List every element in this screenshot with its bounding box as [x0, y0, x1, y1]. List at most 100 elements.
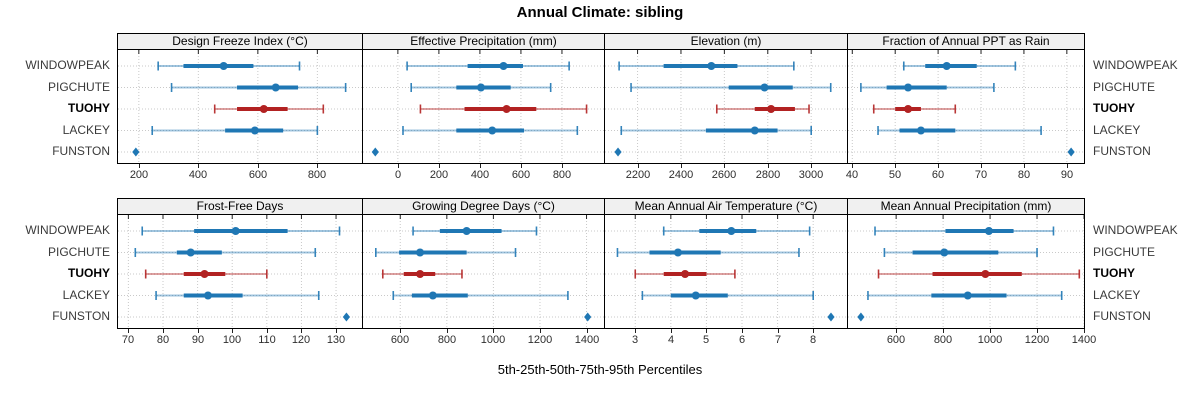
axis-tick-label: 800 [552, 169, 572, 181]
series-tuohy [381, 269, 463, 279]
axis-tick [336, 329, 337, 333]
panel-plot-area [117, 49, 363, 164]
axis-tick [1084, 329, 1085, 333]
panel-strip-title: Design Freeze Index (°C) [117, 33, 363, 50]
panel-plot-area [362, 214, 605, 329]
axis-tick-label: 110 [258, 334, 276, 346]
axis-tick [267, 329, 268, 333]
axis-tick-label: 200 [429, 169, 449, 181]
axis-tick-label: 70 [121, 334, 135, 346]
panel-svg [605, 50, 847, 163]
series-tuohy [144, 269, 268, 279]
series-tuohy [715, 104, 810, 114]
panel-plot-area [847, 49, 1085, 164]
axis-tick [562, 164, 563, 168]
axis-tick [232, 329, 233, 333]
site-label-right-windowpeak: WINDOWPEAK [1093, 223, 1178, 237]
axis-tick-label: 800 [307, 169, 327, 181]
axis-tick-label: 50 [888, 169, 902, 181]
series-windowpeak [412, 226, 538, 236]
axis-tick-label: 60 [931, 169, 945, 181]
site-label-right-tuohy: TUOHY [1093, 266, 1135, 280]
series-funston [371, 147, 379, 157]
axis-tick-label: 6 [738, 334, 746, 346]
axis-tick [638, 164, 639, 168]
axis-tick [139, 164, 140, 168]
axis-tick-label: 400 [188, 169, 208, 181]
site-label-left-funston: FUNSTON [52, 309, 110, 323]
axis-tick [671, 329, 672, 333]
panel-strip-title: Fraction of Annual PPT as Rain [847, 33, 1085, 50]
panel-strip-title: Frost-Free Days [117, 198, 363, 215]
series-lackey [620, 126, 812, 135]
series-pigchute [410, 83, 552, 92]
series-funston [342, 312, 351, 322]
axis-tick-label: 400 [470, 169, 490, 181]
panel-mean-annual-air-temperature-c: Mean Annual Air Temperature (°C) 3 4 5 6 7 8 [604, 198, 848, 346]
axis-tick [1067, 164, 1068, 168]
axis-tick [1024, 164, 1025, 168]
axis-tick [981, 164, 982, 168]
site-label-right-funston: FUNSTON [1093, 309, 1151, 323]
panel-plot-area [604, 214, 848, 329]
series-pigchute [170, 83, 347, 92]
axis-tick-label: 80 [156, 334, 170, 346]
axis-tick [852, 164, 853, 168]
panel-svg [118, 215, 362, 328]
site-label-right-lackey: LACKEY [1093, 287, 1141, 302]
axis-tick [813, 329, 814, 333]
axis-tick-label: 0 [394, 169, 402, 181]
chart-title: Annual Climate: sibling [516, 4, 684, 21]
series-tuohy [213, 104, 325, 114]
axis-tick-label: 70 [974, 169, 988, 181]
site-label-left-pigchute: PIGCHUTE [47, 244, 110, 259]
axis-tick-label: 1400 [574, 334, 600, 346]
series-funston [857, 312, 865, 322]
site-label-right-funston: FUNSTON [1093, 144, 1151, 158]
axis-tick [895, 164, 896, 168]
axis-tick-label: 1000 [977, 334, 1003, 346]
series-windowpeak [874, 226, 1055, 236]
series-lackey [402, 126, 579, 135]
site-label-right-windowpeak: WINDOWPEAK [1093, 58, 1178, 72]
series-lackey [151, 126, 319, 135]
axis-tick-label: 200 [129, 169, 149, 181]
panel-svg [363, 215, 604, 328]
site-label-right-pigchute: PIGCHUTE [1093, 244, 1156, 259]
axis-tick-label: 100 [222, 334, 242, 346]
panel-svg [363, 50, 604, 163]
axis-tick-label: 600 [886, 334, 906, 346]
site-label-left-lackey: LACKEY [62, 287, 110, 302]
axis-tick [447, 329, 448, 333]
panel-frost-free-days: Frost-Free Days 70 80 90 100 110 120 130 [117, 198, 363, 346]
panel-plot-area [604, 49, 848, 164]
axis-tick-label: 1000 [480, 334, 506, 346]
panel-strip-title: Effective Precipitation (mm) [362, 33, 605, 50]
series-tuohy [877, 269, 1081, 279]
axis-tick-label: 600 [390, 334, 410, 346]
series-windowpeak [618, 61, 795, 71]
site-label-left-pigchute: PIGCHUTE [47, 79, 110, 94]
axis-tick [635, 329, 636, 333]
axis-tick-label: 1400 [1071, 334, 1097, 346]
axis-tick-label: 600 [511, 169, 531, 181]
series-windowpeak [662, 226, 811, 236]
panel-strip-title: Mean Annual Air Temperature (°C) [604, 198, 848, 215]
axis-tick-label: 80 [1017, 169, 1031, 181]
axis-tick [768, 164, 769, 168]
axis-tick [811, 164, 812, 168]
axis-tick [896, 329, 897, 333]
axis-tick [258, 164, 259, 168]
panel-svg [605, 215, 847, 328]
series-lackey [392, 291, 569, 300]
series-funston [614, 147, 622, 157]
site-label-left-funston: FUNSTON [52, 144, 110, 158]
axis-tick-label: 40 [845, 169, 859, 181]
axis-tick [681, 164, 682, 168]
panel-effective-precipitation-mm: Effective Precipitation (mm) 0 200 400 600 80… [362, 33, 605, 181]
axis-tick-label: 5 [702, 334, 710, 346]
axis-tick [317, 164, 318, 168]
site-label-left-tuohy: TUOHY [68, 266, 110, 280]
axis-tick [398, 164, 399, 168]
